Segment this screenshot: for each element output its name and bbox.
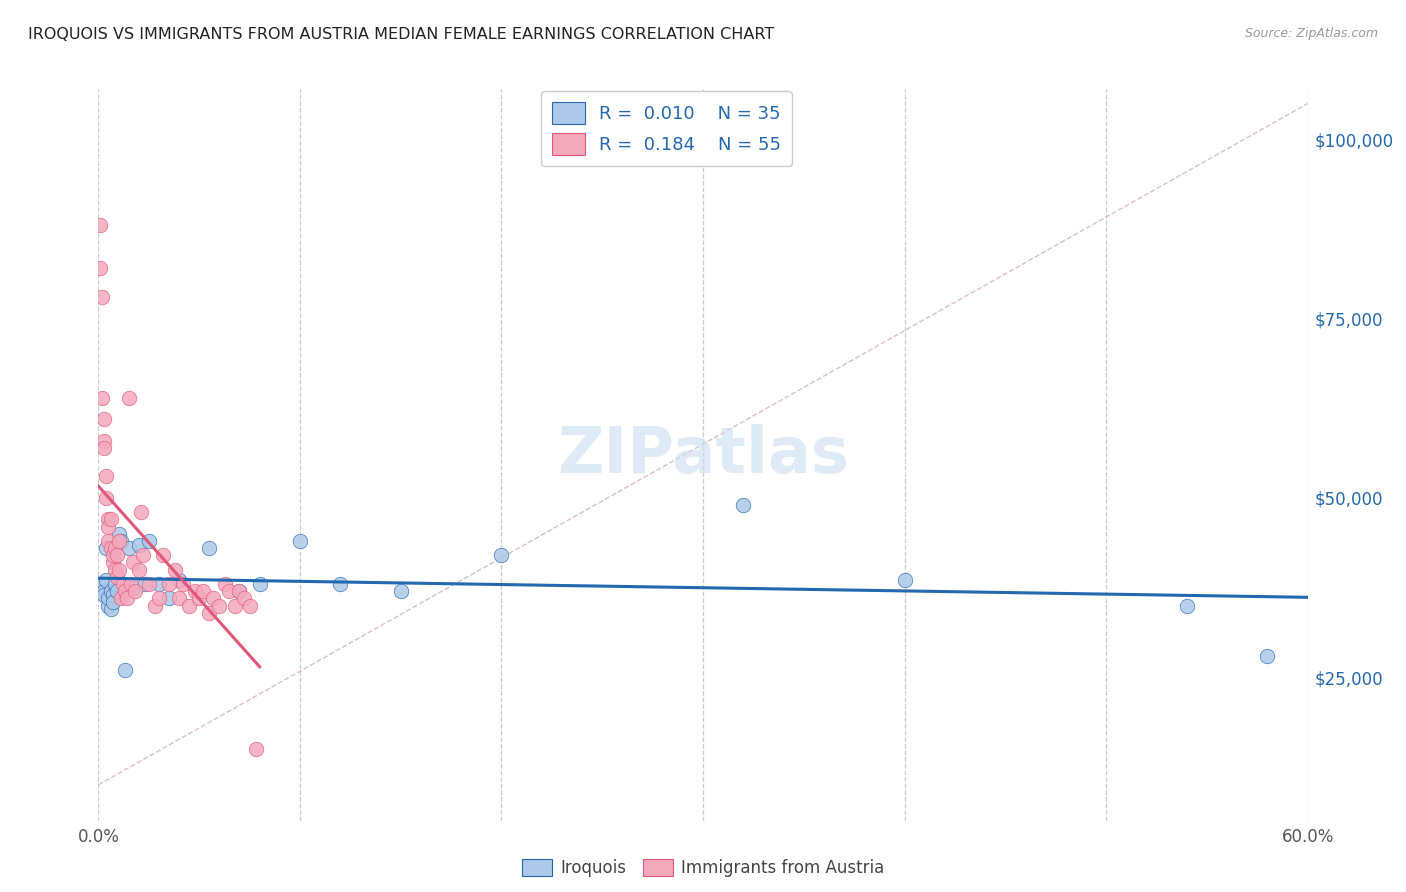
Point bbox=[329, 577, 352, 591]
Point bbox=[93, 584, 115, 599]
Point bbox=[1175, 599, 1198, 613]
Point bbox=[228, 584, 250, 599]
Point bbox=[107, 526, 129, 541]
Point bbox=[101, 556, 124, 570]
Point bbox=[96, 469, 118, 483]
Point bbox=[232, 591, 254, 606]
Point bbox=[198, 541, 221, 556]
Point bbox=[202, 591, 225, 606]
Point bbox=[134, 577, 156, 591]
Text: IROQUOIS VS IMMIGRANTS FROM AUSTRIA MEDIAN FEMALE EARNINGS CORRELATION CHART: IROQUOIS VS IMMIGRANTS FROM AUSTRIA MEDI… bbox=[28, 27, 775, 42]
Point bbox=[224, 599, 246, 613]
Point bbox=[193, 584, 215, 599]
Point bbox=[97, 519, 120, 533]
Y-axis label: Median Female Earnings: Median Female Earnings bbox=[0, 361, 7, 549]
Point bbox=[124, 584, 146, 599]
Point bbox=[120, 577, 142, 591]
Point bbox=[121, 581, 143, 595]
Point bbox=[89, 261, 111, 276]
Point bbox=[100, 602, 122, 616]
Point bbox=[101, 549, 124, 563]
Point bbox=[101, 588, 124, 602]
Point bbox=[733, 498, 755, 512]
Point bbox=[198, 606, 221, 620]
Point bbox=[172, 577, 194, 591]
Point bbox=[91, 391, 114, 405]
Legend: Iroquois, Immigrants from Austria: Iroquois, Immigrants from Austria bbox=[515, 852, 891, 884]
Point bbox=[157, 591, 180, 606]
Point bbox=[148, 591, 170, 606]
Point bbox=[97, 599, 120, 613]
Point bbox=[103, 577, 125, 591]
Point bbox=[163, 563, 186, 577]
Point bbox=[103, 541, 125, 556]
Point bbox=[239, 599, 262, 613]
Point bbox=[100, 584, 122, 599]
Point bbox=[107, 533, 129, 548]
Point bbox=[89, 219, 111, 233]
Point bbox=[91, 290, 114, 304]
Point bbox=[114, 663, 136, 677]
Point bbox=[105, 549, 128, 563]
Point bbox=[893, 574, 915, 588]
Point bbox=[105, 584, 128, 599]
Point bbox=[96, 491, 118, 505]
Point bbox=[100, 541, 122, 556]
Point bbox=[179, 599, 201, 613]
Point bbox=[184, 584, 207, 599]
Point bbox=[101, 595, 124, 609]
Point bbox=[93, 412, 115, 426]
Point bbox=[132, 549, 155, 563]
Point bbox=[100, 512, 122, 526]
Point bbox=[128, 537, 150, 551]
Point bbox=[114, 584, 136, 599]
Point bbox=[167, 591, 190, 606]
Point bbox=[288, 533, 311, 548]
Point bbox=[218, 584, 240, 599]
Point bbox=[96, 574, 118, 588]
Point bbox=[93, 588, 115, 602]
Point bbox=[245, 742, 267, 756]
Point bbox=[115, 591, 138, 606]
Point bbox=[389, 584, 412, 599]
Point bbox=[208, 599, 231, 613]
Point bbox=[103, 563, 125, 577]
Point bbox=[152, 549, 174, 563]
Point bbox=[118, 391, 141, 405]
Point bbox=[129, 505, 152, 519]
Point bbox=[110, 533, 132, 548]
Point bbox=[110, 591, 132, 606]
Point bbox=[97, 512, 120, 526]
Text: Source: ZipAtlas.com: Source: ZipAtlas.com bbox=[1244, 27, 1378, 40]
Point bbox=[107, 563, 129, 577]
Legend: R =  0.010    N = 35, R =  0.184    N = 55: R = 0.010 N = 35, R = 0.184 N = 55 bbox=[541, 91, 792, 166]
Point bbox=[96, 541, 118, 556]
Point bbox=[128, 563, 150, 577]
Point bbox=[167, 574, 190, 588]
Point bbox=[249, 577, 271, 591]
Point bbox=[157, 577, 180, 591]
Point bbox=[105, 570, 128, 584]
Point bbox=[93, 434, 115, 448]
Point bbox=[93, 441, 115, 455]
Point bbox=[111, 577, 134, 591]
Point bbox=[214, 577, 236, 591]
Point bbox=[188, 591, 211, 606]
Point bbox=[491, 549, 513, 563]
Point bbox=[228, 584, 250, 599]
Point bbox=[138, 577, 160, 591]
Point bbox=[143, 599, 166, 613]
Point bbox=[121, 556, 143, 570]
Point bbox=[1256, 648, 1278, 663]
Point bbox=[148, 577, 170, 591]
Point bbox=[138, 533, 160, 548]
Point bbox=[97, 591, 120, 606]
Text: ZIPatlas: ZIPatlas bbox=[557, 424, 849, 486]
Point bbox=[91, 577, 114, 591]
Point bbox=[118, 541, 141, 556]
Point bbox=[97, 533, 120, 548]
